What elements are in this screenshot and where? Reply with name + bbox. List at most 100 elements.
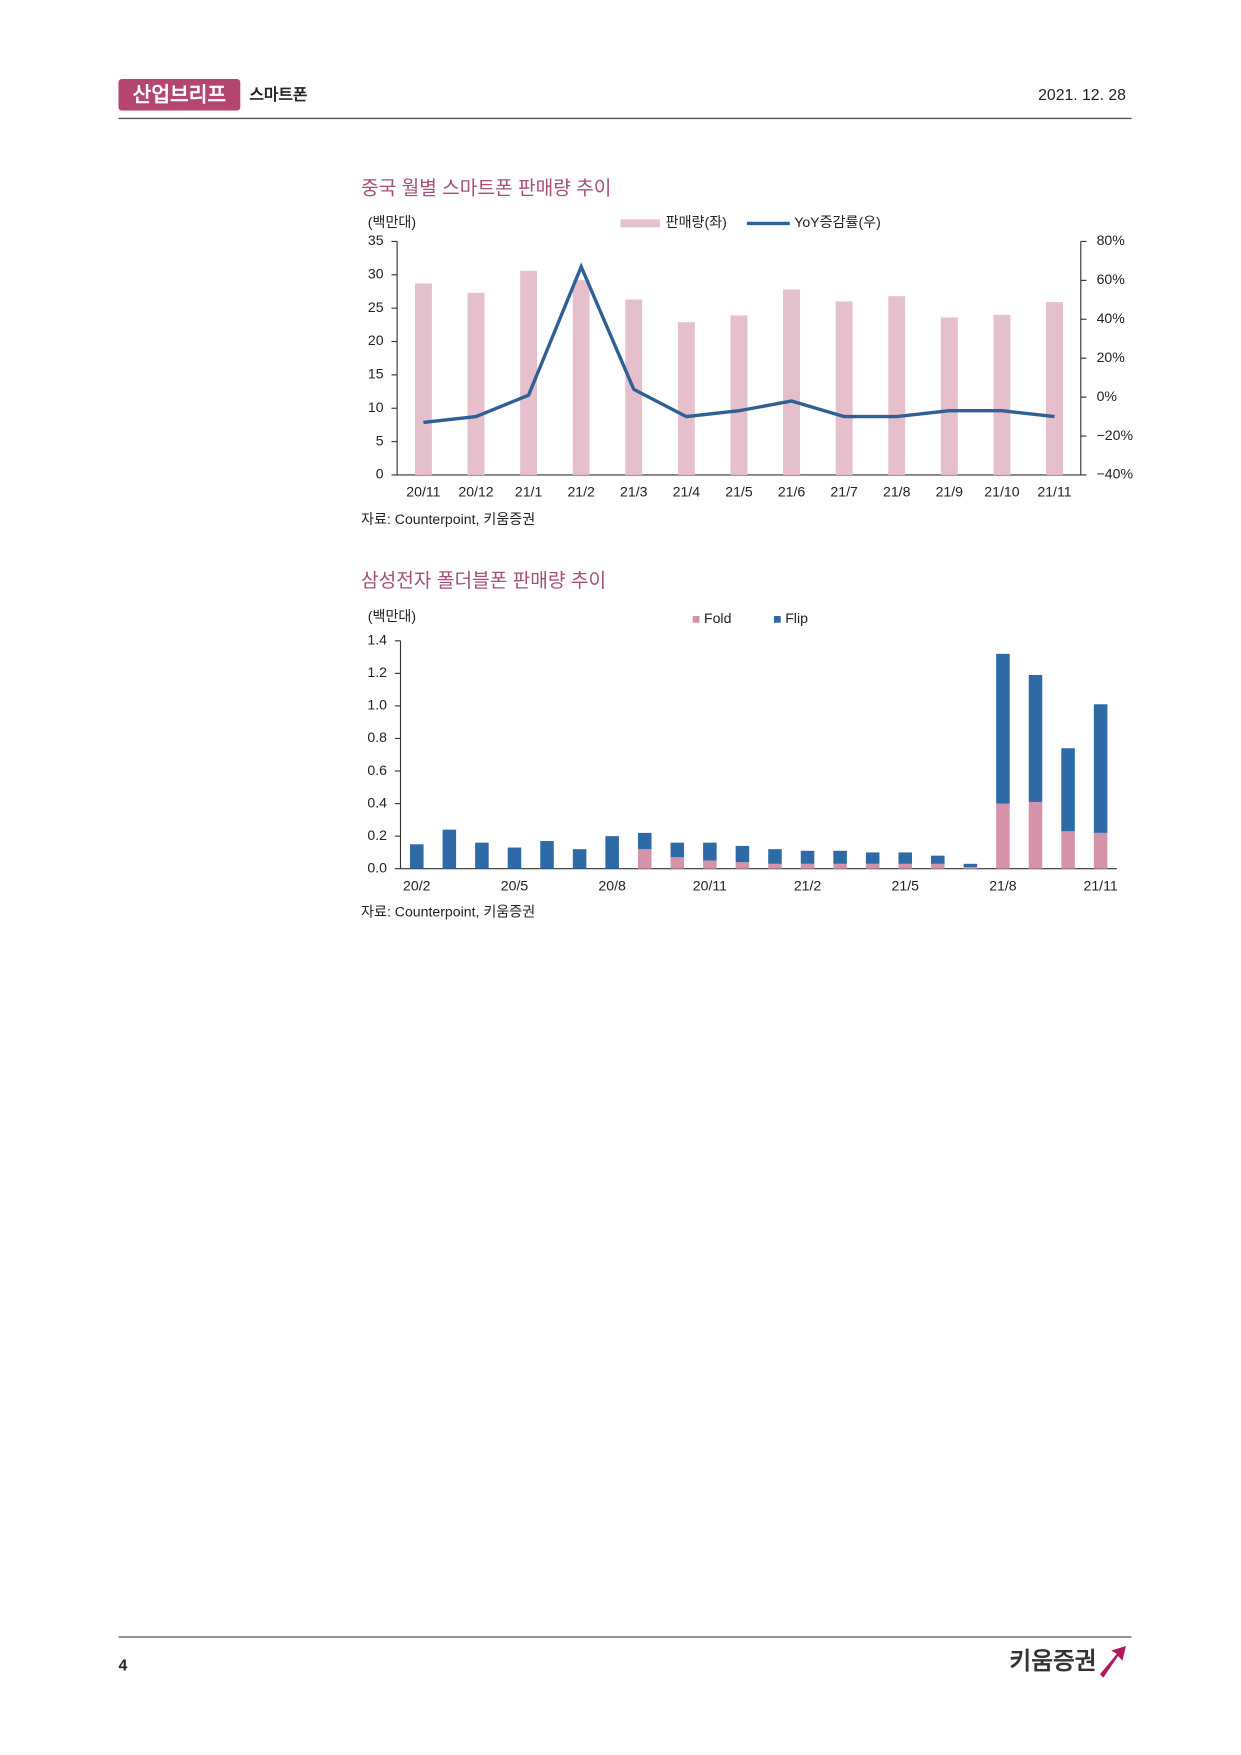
bar-segment <box>507 847 522 869</box>
x-tick-label: 21/2 <box>794 877 822 893</box>
y2-tick-label: 80% <box>1097 232 1126 248</box>
bar-segment <box>735 845 750 863</box>
bar <box>940 317 958 475</box>
bar <box>888 296 906 475</box>
x-tick-label: 21/11 <box>1084 877 1118 893</box>
bar-segment <box>637 849 652 869</box>
x-tick-label: 21/10 <box>984 484 1019 500</box>
bar-segment <box>800 850 815 864</box>
y2-tick-label: −20% <box>1097 427 1134 443</box>
y-tick-label: 1.2 <box>367 664 387 680</box>
y-tick-label: 1.0 <box>367 697 387 713</box>
y-tick-label: 5 <box>376 432 384 448</box>
x-tick-label: 20/2 <box>403 877 431 893</box>
bar <box>783 289 801 475</box>
bar-segment <box>1028 674 1043 802</box>
bar-segment <box>540 841 554 869</box>
bar-segment <box>1093 832 1108 869</box>
bar-segment <box>996 803 1010 869</box>
legend-swatch <box>773 615 781 623</box>
y-tick-label: 0.4 <box>367 794 387 810</box>
line <box>423 262 1055 425</box>
bar-segment <box>865 863 880 869</box>
bar <box>572 280 590 475</box>
bar-segment <box>1028 801 1043 869</box>
bar-segment <box>410 844 424 869</box>
bar-segment <box>963 867 978 869</box>
bar <box>730 315 748 475</box>
chart-title: 중국 월별 스마트폰 판매량 추이 <box>361 178 611 200</box>
x-tick-label: 21/8 <box>883 484 911 500</box>
bar <box>993 314 1011 475</box>
bar <box>520 270 538 475</box>
y2-tick-label: −40% <box>1097 466 1134 482</box>
axis-unit: (백만대) <box>368 608 416 624</box>
x-tick-label: 21/4 <box>673 484 701 500</box>
bar <box>414 283 432 475</box>
legend-swatch <box>620 219 660 228</box>
bar-segment <box>833 850 847 864</box>
bar-segment <box>637 832 652 850</box>
y2-tick-label: 60% <box>1097 271 1126 287</box>
x-tick-label: 21/9 <box>936 484 964 500</box>
x-tick-label: 21/3 <box>620 484 648 500</box>
bar-segment <box>865 852 880 864</box>
brand-arrow <box>1099 1646 1126 1678</box>
badge-bg <box>118 78 241 111</box>
y2-tick-label: 20% <box>1097 349 1126 365</box>
x-tick-label: 20/5 <box>501 877 529 893</box>
bar-segment <box>1061 748 1075 832</box>
legend-label: Flip <box>785 610 808 626</box>
bar-segment <box>833 863 847 869</box>
x-tick-label: 21/5 <box>892 877 920 893</box>
bar-segment <box>996 653 1010 804</box>
x-tick-label: 21/5 <box>725 484 753 500</box>
bar-segment <box>1061 831 1075 869</box>
bar-segment <box>735 862 750 869</box>
y2-tick-label: 40% <box>1097 310 1126 326</box>
source: 자료: Counterpoint, 키움증권 <box>361 903 535 919</box>
bar-segment <box>670 857 685 869</box>
x-tick-label: 21/6 <box>778 484 806 500</box>
x-tick-label: 20/11 <box>406 484 440 500</box>
bar <box>677 322 695 475</box>
date: 2021. 12. 28 <box>1038 87 1126 104</box>
section: 스마트폰 <box>249 86 307 104</box>
legend-label: YoY증감률(우) <box>794 214 881 230</box>
y-tick-label: 35 <box>368 232 384 248</box>
y-tick-label: 25 <box>368 299 384 315</box>
x-tick-label: 20/8 <box>598 877 626 893</box>
bar <box>1046 302 1063 475</box>
bar <box>467 292 485 475</box>
y-tick-label: 20 <box>368 332 384 348</box>
y-tick-label: 0 <box>376 466 384 482</box>
x-tick-label: 20/12 <box>458 484 493 500</box>
axis-unit: (백만대) <box>368 214 416 230</box>
x-tick-label: 21/2 <box>567 484 595 500</box>
y-tick-label: 1.4 <box>367 632 387 648</box>
y2-tick-label: 0% <box>1097 388 1118 404</box>
x-tick-label: 21/7 <box>830 484 858 500</box>
bar-segment <box>572 849 587 869</box>
x-tick-label: 21/11 <box>1037 484 1071 500</box>
chart-title: 삼성전자 폴더블폰 판매량 추이 <box>361 570 606 592</box>
badge: 산업브리프 <box>133 83 227 106</box>
y-tick-label: 15 <box>368 366 384 382</box>
bar-segment <box>442 829 457 869</box>
bar-segment <box>768 863 782 869</box>
y-tick-label: 0.8 <box>367 729 387 745</box>
bar <box>835 301 853 475</box>
y-tick-label: 0.6 <box>367 762 387 778</box>
bar-segment <box>898 863 913 869</box>
source: 자료: Counterpoint, 키움증권 <box>361 511 535 527</box>
bar-segment <box>1093 704 1108 833</box>
bar-segment <box>768 849 782 864</box>
y-tick-label: 30 <box>368 266 384 282</box>
legend-label: Fold <box>704 610 731 626</box>
bar-segment <box>931 855 945 864</box>
legend-label: 판매량(좌) <box>666 214 727 230</box>
x-tick-label: 21/8 <box>989 877 1017 893</box>
legend-swatch <box>692 615 700 623</box>
